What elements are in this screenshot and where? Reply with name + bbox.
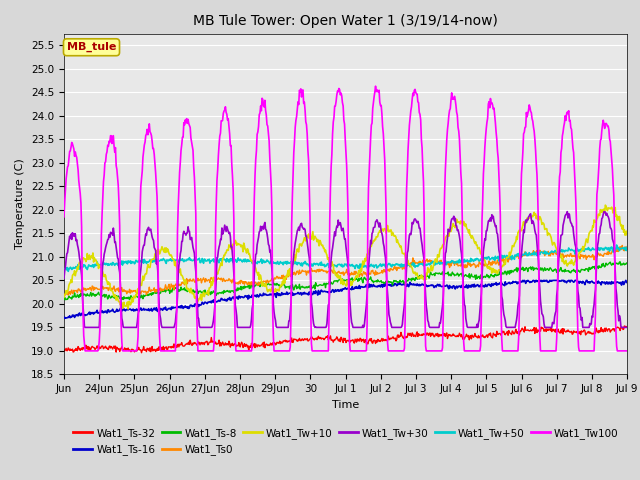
Text: MB_tule: MB_tule	[67, 42, 116, 52]
X-axis label: Time: Time	[332, 400, 359, 409]
Legend: Wat1_Ts-32, Wat1_Ts-16, Wat1_Ts-8, Wat1_Ts0, Wat1_Tw+10, Wat1_Tw+30, Wat1_Tw+50,: Wat1_Ts-32, Wat1_Ts-16, Wat1_Ts-8, Wat1_…	[69, 424, 623, 459]
Title: MB Tule Tower: Open Water 1 (3/19/14-now): MB Tule Tower: Open Water 1 (3/19/14-now…	[193, 14, 498, 28]
Y-axis label: Temperature (C): Temperature (C)	[15, 158, 26, 250]
